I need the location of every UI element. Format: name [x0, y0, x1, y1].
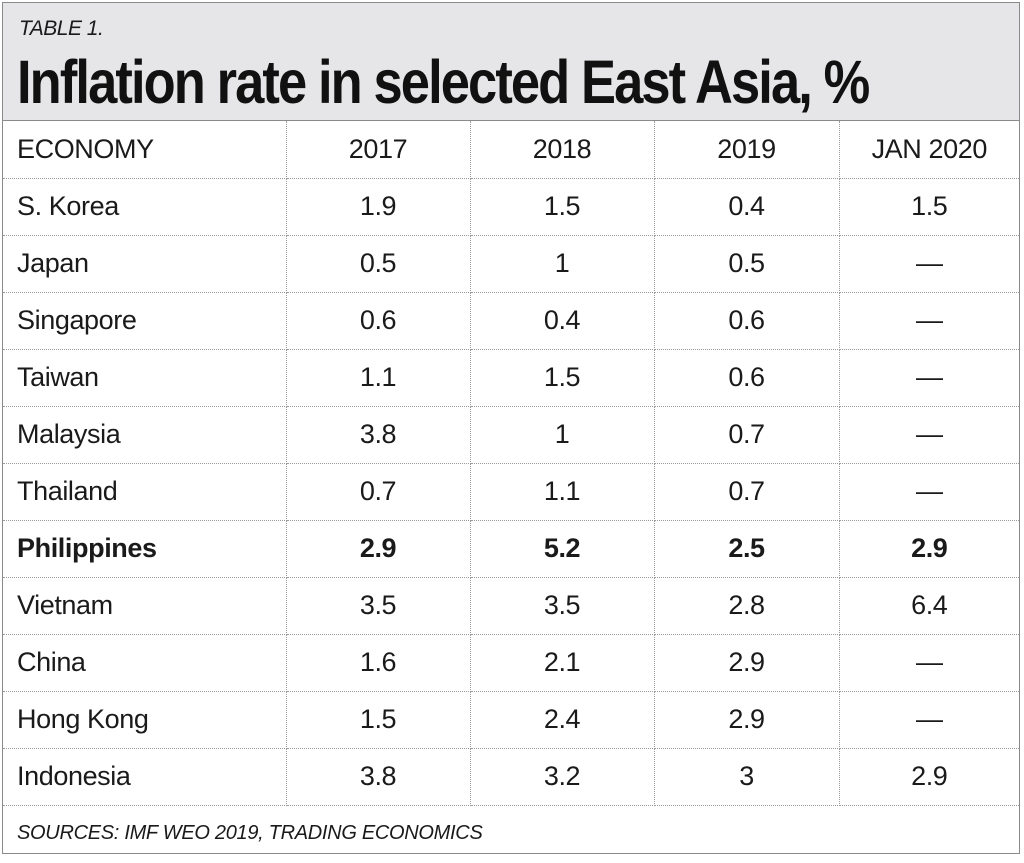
value-2018-cell: 1	[470, 406, 655, 464]
value-2019-cell: 2.9	[654, 634, 840, 692]
economy-cell: Hong Kong	[3, 691, 287, 749]
value-jan-2020-cell: 2.9	[839, 520, 1019, 578]
economy-cell: Taiwan	[3, 349, 287, 407]
table-row: Malaysia 3.8 1 0.7 —	[3, 406, 1019, 464]
value-2018-cell: 2.4	[470, 691, 655, 749]
column-header-economy: ECONOMY	[3, 121, 287, 179]
economy-cell: Malaysia	[3, 406, 287, 464]
value-2019-cell: 0.7	[654, 463, 840, 521]
value-jan-2020-cell: 1.5	[839, 178, 1019, 236]
value-2019-cell: 0.7	[654, 406, 840, 464]
table-row: Vietnam 3.5 3.5 2.8 6.4	[3, 577, 1019, 635]
table-row: Indonesia 3.8 3.2 3 2.9	[3, 748, 1019, 806]
table-row-highlighted: Philippines 2.9 5.2 2.5 2.9	[3, 520, 1019, 578]
value-jan-2020-cell: —	[839, 235, 1019, 293]
table-label: TABLE 1.	[19, 17, 104, 40]
economy-cell: S. Korea	[3, 178, 287, 236]
sources-note: SOURCES: IMF WEO 2019, TRADING ECONOMICS	[17, 821, 483, 844]
value-2018-cell: 1	[470, 235, 655, 293]
value-2017-cell: 3.5	[286, 577, 471, 635]
column-header-2019: 2019	[654, 121, 840, 179]
table-header: TABLE 1. Inflation rate in selected East…	[3, 3, 1019, 121]
value-2017-cell: 1.6	[286, 634, 471, 692]
value-2017-cell: 2.9	[286, 520, 471, 578]
value-2017-cell: 1.9	[286, 178, 471, 236]
value-2017-cell: 1.1	[286, 349, 471, 407]
value-2018-cell: 5.2	[470, 520, 655, 578]
value-2019-cell: 0.5	[654, 235, 840, 293]
value-jan-2020-cell: —	[839, 634, 1019, 692]
economy-cell: Singapore	[3, 292, 287, 350]
value-jan-2020-cell: —	[839, 349, 1019, 407]
value-2018-cell: 0.4	[470, 292, 655, 350]
economy-cell: China	[3, 634, 287, 692]
value-2019-cell: 2.5	[654, 520, 840, 578]
value-2017-cell: 0.6	[286, 292, 471, 350]
value-2019-cell: 0.6	[654, 292, 840, 350]
value-jan-2020-cell: 6.4	[839, 577, 1019, 635]
column-header-2018: 2018	[470, 121, 655, 179]
value-jan-2020-cell: 2.9	[839, 748, 1019, 806]
value-2017-cell: 0.5	[286, 235, 471, 293]
value-2017-cell: 3.8	[286, 748, 471, 806]
value-2018-cell: 1.5	[470, 349, 655, 407]
table-row: Taiwan 1.1 1.5 0.6 —	[3, 349, 1019, 407]
value-2019-cell: 3	[654, 748, 840, 806]
value-2017-cell: 1.5	[286, 691, 471, 749]
value-2019-cell: 0.6	[654, 349, 840, 407]
column-header-2017: 2017	[286, 121, 471, 179]
value-jan-2020-cell: —	[839, 691, 1019, 749]
value-jan-2020-cell: —	[839, 463, 1019, 521]
column-header-jan-2020: JAN 2020	[839, 121, 1019, 179]
table-row: Thailand 0.7 1.1 0.7 —	[3, 463, 1019, 521]
table-row: S. Korea 1.9 1.5 0.4 1.5	[3, 178, 1019, 236]
economy-cell: Indonesia	[3, 748, 287, 806]
table-row: Japan 0.5 1 0.5 —	[3, 235, 1019, 293]
economy-cell: Philippines	[3, 520, 287, 578]
economy-cell: Japan	[3, 235, 287, 293]
value-2018-cell: 1.1	[470, 463, 655, 521]
table-row: Hong Kong 1.5 2.4 2.9 —	[3, 691, 1019, 749]
value-2018-cell: 3.5	[470, 577, 655, 635]
economy-cell: Vietnam	[3, 577, 287, 635]
value-2018-cell: 1.5	[470, 178, 655, 236]
table-row: China 1.6 2.1 2.9 —	[3, 634, 1019, 692]
value-2019-cell: 2.8	[654, 577, 840, 635]
value-2017-cell: 0.7	[286, 463, 471, 521]
table-title: Inflation rate in selected East Asia, %	[17, 48, 870, 116]
value-2017-cell: 3.8	[286, 406, 471, 464]
column-header-row: ECONOMY 2017 2018 2019 JAN 2020	[3, 121, 1019, 179]
value-2019-cell: 2.9	[654, 691, 840, 749]
table-footer: SOURCES: IMF WEO 2019, TRADING ECONOMICS	[3, 806, 1019, 863]
economy-cell: Thailand	[3, 463, 287, 521]
inflation-table: ECONOMY 2017 2018 2019 JAN 2020 S. Korea…	[3, 121, 1019, 806]
value-2018-cell: 3.2	[470, 748, 655, 806]
value-jan-2020-cell: —	[839, 292, 1019, 350]
value-2019-cell: 0.4	[654, 178, 840, 236]
value-jan-2020-cell: —	[839, 406, 1019, 464]
table-row: Singapore 0.6 0.4 0.6 —	[3, 292, 1019, 350]
value-2018-cell: 2.1	[470, 634, 655, 692]
